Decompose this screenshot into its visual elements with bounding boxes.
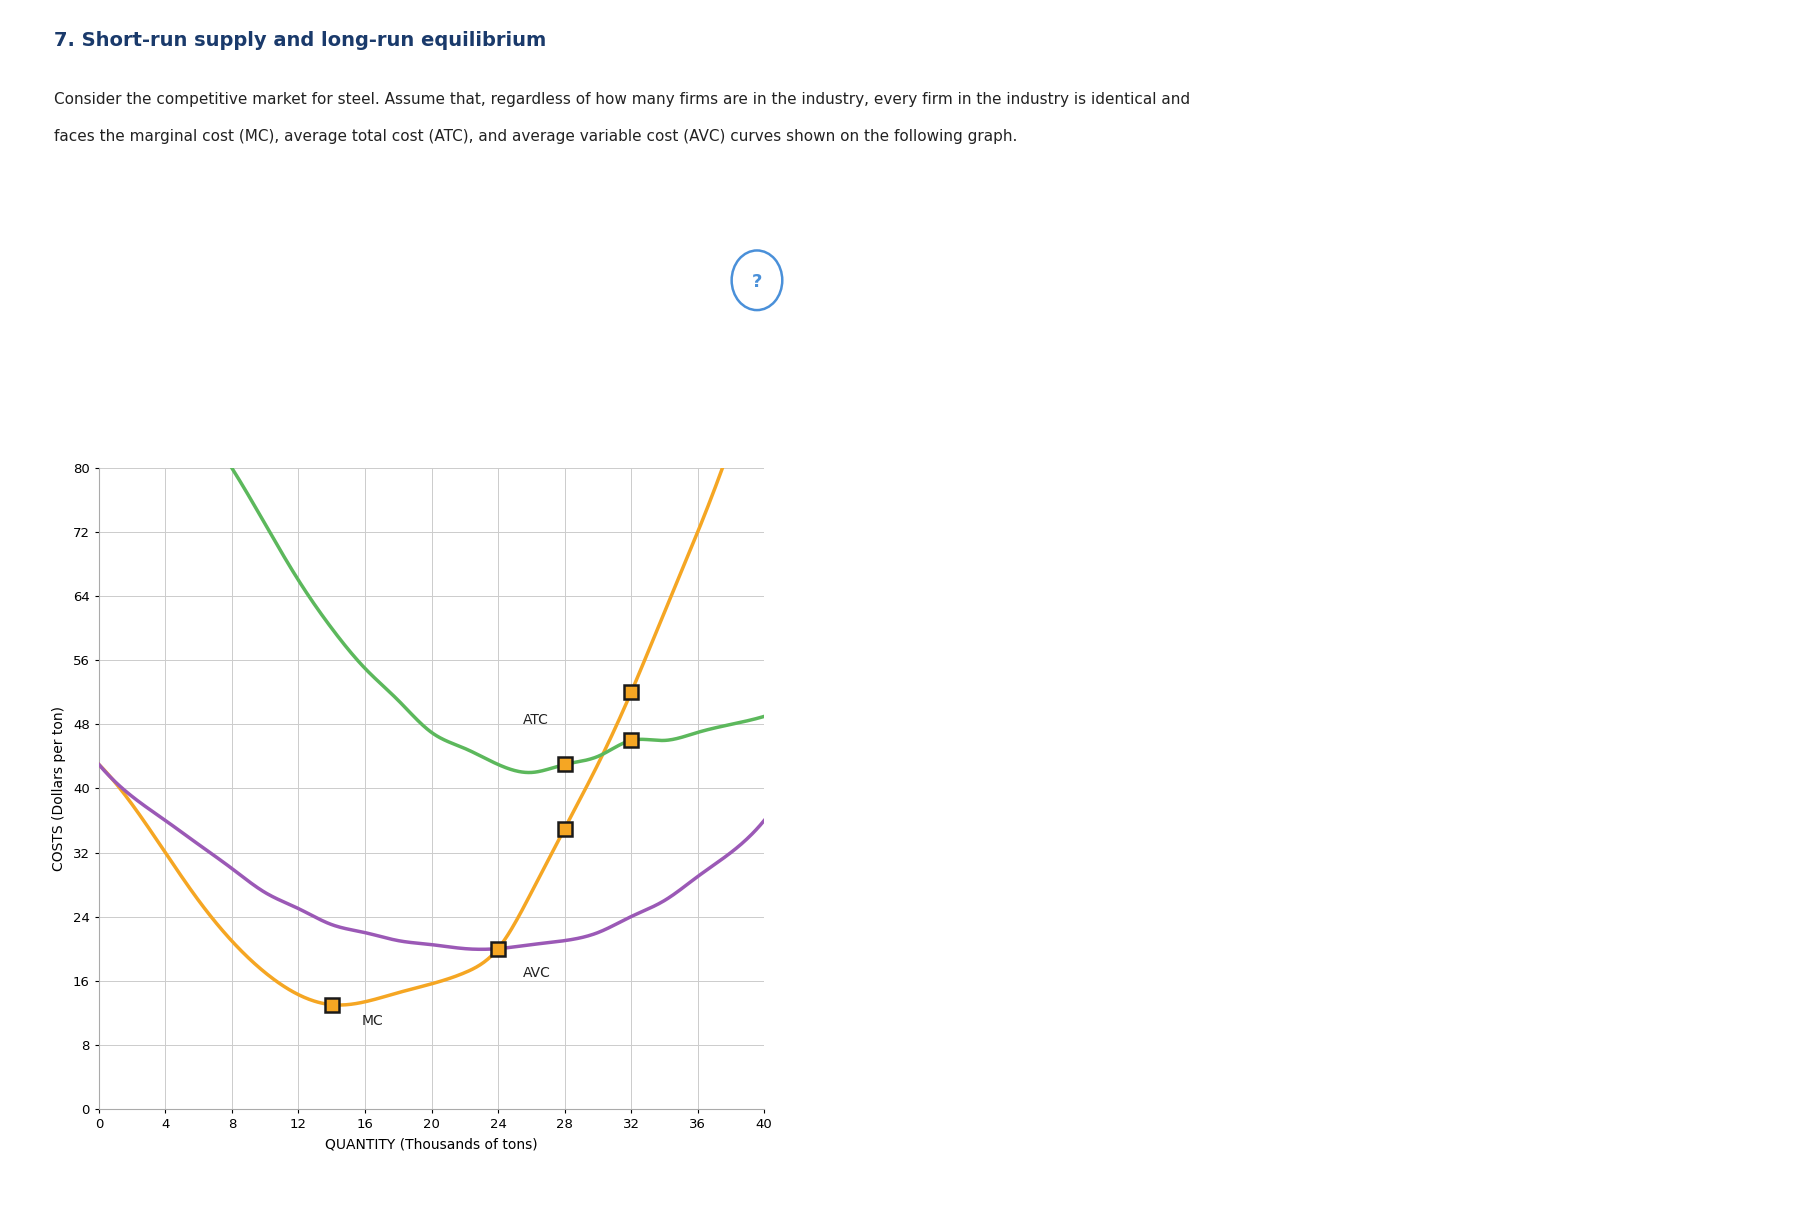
Text: faces the marginal cost (MC), average total cost (ATC), and average variable cos: faces the marginal cost (MC), average to… [54, 129, 1018, 144]
Text: MC: MC [361, 1014, 383, 1027]
X-axis label: QUANTITY (Thousands of tons): QUANTITY (Thousands of tons) [325, 1138, 538, 1152]
Text: ATC: ATC [523, 713, 548, 727]
Text: 7. Short-run supply and long-run equilibrium: 7. Short-run supply and long-run equilib… [54, 31, 547, 49]
Y-axis label: COSTS (Dollars per ton): COSTS (Dollars per ton) [52, 706, 67, 871]
Text: Consider the competitive market for steel. Assume that, regardless of how many f: Consider the competitive market for stee… [54, 92, 1190, 107]
Text: ?: ? [752, 272, 762, 291]
Text: AVC: AVC [523, 966, 550, 979]
